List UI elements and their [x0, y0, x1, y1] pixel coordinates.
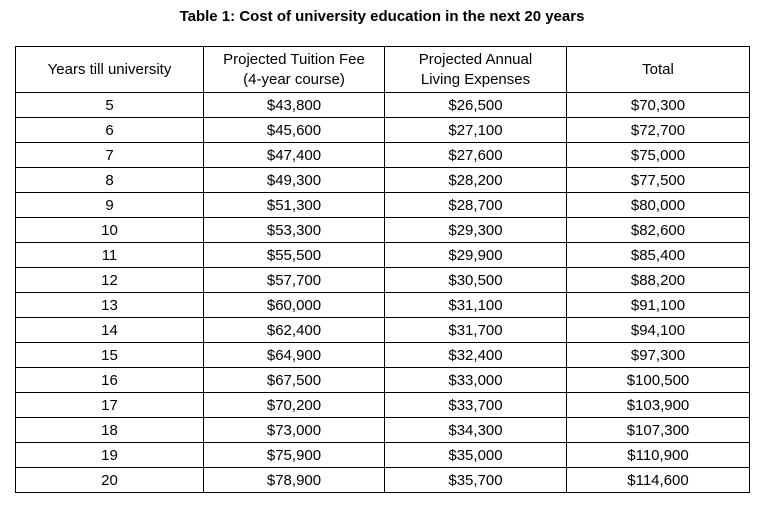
cell-years-till-university: 12	[15, 267, 204, 293]
header-row: Years till university Projected Tuition …	[15, 46, 750, 93]
table-row: 16 $67,500 $33,000 $100,500	[15, 367, 750, 393]
cell-total: $91,100	[566, 292, 750, 318]
cell-total: $103,900	[566, 392, 750, 418]
cell-projected-tuition-fee: $64,900	[203, 342, 385, 368]
table-caption: Table 1: Cost of university education in…	[179, 8, 585, 25]
cell-years-till-university: 18	[15, 417, 204, 443]
cell-projected-annual-living-expenses: $28,700	[384, 192, 567, 218]
cell-projected-annual-living-expenses: $31,100	[384, 292, 567, 318]
cell-total: $107,300	[566, 417, 750, 443]
cell-years-till-university: 11	[15, 242, 204, 268]
cell-total: $85,400	[566, 242, 750, 268]
cell-projected-annual-living-expenses: $35,000	[384, 442, 567, 468]
cell-years-till-university: 9	[15, 192, 204, 218]
cell-years-till-university: 7	[15, 142, 204, 168]
table-row: 8 $49,300 $28,200 $77,500	[15, 167, 750, 193]
cell-years-till-university: 17	[15, 392, 204, 418]
cell-projected-annual-living-expenses: $26,500	[384, 92, 567, 118]
cost-table: Years till university Projected Tuition …	[15, 46, 750, 493]
cell-projected-tuition-fee: $70,200	[203, 392, 385, 418]
table-row: 17 $70,200 $33,700 $103,900	[15, 392, 750, 418]
cell-projected-annual-living-expenses: $27,600	[384, 142, 567, 168]
cell-projected-annual-living-expenses: $35,700	[384, 467, 567, 493]
table-row: 14 $62,400 $31,700 $94,100	[15, 317, 750, 343]
cell-total: $97,300	[566, 342, 750, 368]
header-projected-tuition-fee: Projected Tuition Fee (4-year course)	[203, 46, 385, 93]
table-row: 11 $55,500 $29,900 $85,400	[15, 242, 750, 268]
cell-projected-tuition-fee: $55,500	[203, 242, 385, 268]
table-row: 18 $73,000 $34,300 $107,300	[15, 417, 750, 443]
header-years-till-university: Years till university	[15, 46, 204, 93]
cell-projected-tuition-fee: $60,000	[203, 292, 385, 318]
cell-years-till-university: 8	[15, 167, 204, 193]
table-row: 20 $78,900 $35,700 $114,600	[15, 467, 750, 493]
cell-projected-tuition-fee: $47,400	[203, 142, 385, 168]
cell-years-till-university: 10	[15, 217, 204, 243]
cell-projected-tuition-fee: $62,400	[203, 317, 385, 343]
table-row: 15 $64,900 $32,400 $97,300	[15, 342, 750, 368]
cell-years-till-university: 16	[15, 367, 204, 393]
cell-projected-tuition-fee: $75,900	[203, 442, 385, 468]
table-row: 10 $53,300 $29,300 $82,600	[15, 217, 750, 243]
cell-projected-tuition-fee: $51,300	[203, 192, 385, 218]
cell-years-till-university: 19	[15, 442, 204, 468]
cell-total: $80,000	[566, 192, 750, 218]
document-page: Table 1: Cost of university education in…	[0, 8, 764, 493]
cell-years-till-university: 20	[15, 467, 204, 493]
cell-total: $94,100	[566, 317, 750, 343]
cell-projected-tuition-fee: $45,600	[203, 117, 385, 143]
cell-total: $70,300	[566, 92, 750, 118]
cell-total: $82,600	[566, 217, 750, 243]
cell-projected-tuition-fee: $67,500	[203, 367, 385, 393]
header-total: Total	[566, 46, 750, 93]
cell-projected-tuition-fee: $43,800	[203, 92, 385, 118]
cell-projected-annual-living-expenses: $34,300	[384, 417, 567, 443]
cell-total: $110,900	[566, 442, 750, 468]
cell-projected-annual-living-expenses: $33,700	[384, 392, 567, 418]
cell-projected-annual-living-expenses: $29,900	[384, 242, 567, 268]
table-row: 5 $43,800 $26,500 $70,300	[15, 92, 750, 118]
cell-projected-tuition-fee: $49,300	[203, 167, 385, 193]
table-row: 13 $60,000 $31,100 $91,100	[15, 292, 750, 318]
cell-projected-tuition-fee: $73,000	[203, 417, 385, 443]
cell-projected-tuition-fee: $57,700	[203, 267, 385, 293]
cell-total: $75,000	[566, 142, 750, 168]
cell-projected-annual-living-expenses: $29,300	[384, 217, 567, 243]
cell-years-till-university: 6	[15, 117, 204, 143]
cell-projected-tuition-fee: $78,900	[203, 467, 385, 493]
cell-projected-annual-living-expenses: $32,400	[384, 342, 567, 368]
table-row: 9 $51,300 $28,700 $80,000	[15, 192, 750, 218]
cell-years-till-university: 14	[15, 317, 204, 343]
cell-projected-annual-living-expenses: $27,100	[384, 117, 567, 143]
table-row: 6 $45,600 $27,100 $72,700	[15, 117, 750, 143]
cell-total: $114,600	[566, 467, 750, 493]
cell-projected-annual-living-expenses: $28,200	[384, 167, 567, 193]
table-body: 5 $43,800 $26,500 $70,300 6 $45,600 $27,100 $72…	[15, 92, 750, 493]
cell-years-till-university: 15	[15, 342, 204, 368]
cell-total: $77,500	[566, 167, 750, 193]
cell-projected-annual-living-expenses: $31,700	[384, 317, 567, 343]
cell-total: $72,700	[566, 117, 750, 143]
cell-projected-annual-living-expenses: $33,000	[384, 367, 567, 393]
cell-total: $100,500	[566, 367, 750, 393]
table-row: 19 $75,900 $35,000 $110,900	[15, 442, 750, 468]
cell-projected-annual-living-expenses: $30,500	[384, 267, 567, 293]
cell-total: $88,200	[566, 267, 750, 293]
table-header: Years till university Projected Tuition …	[15, 46, 750, 93]
cell-years-till-university: 13	[15, 292, 204, 318]
cell-years-till-university: 5	[15, 92, 204, 118]
table-row: 12 $57,700 $30,500 $88,200	[15, 267, 750, 293]
header-projected-annual-living-expenses: Projected Annual Living Expenses	[384, 46, 567, 93]
cell-projected-tuition-fee: $53,300	[203, 217, 385, 243]
table-row: 7 $47,400 $27,600 $75,000	[15, 142, 750, 168]
